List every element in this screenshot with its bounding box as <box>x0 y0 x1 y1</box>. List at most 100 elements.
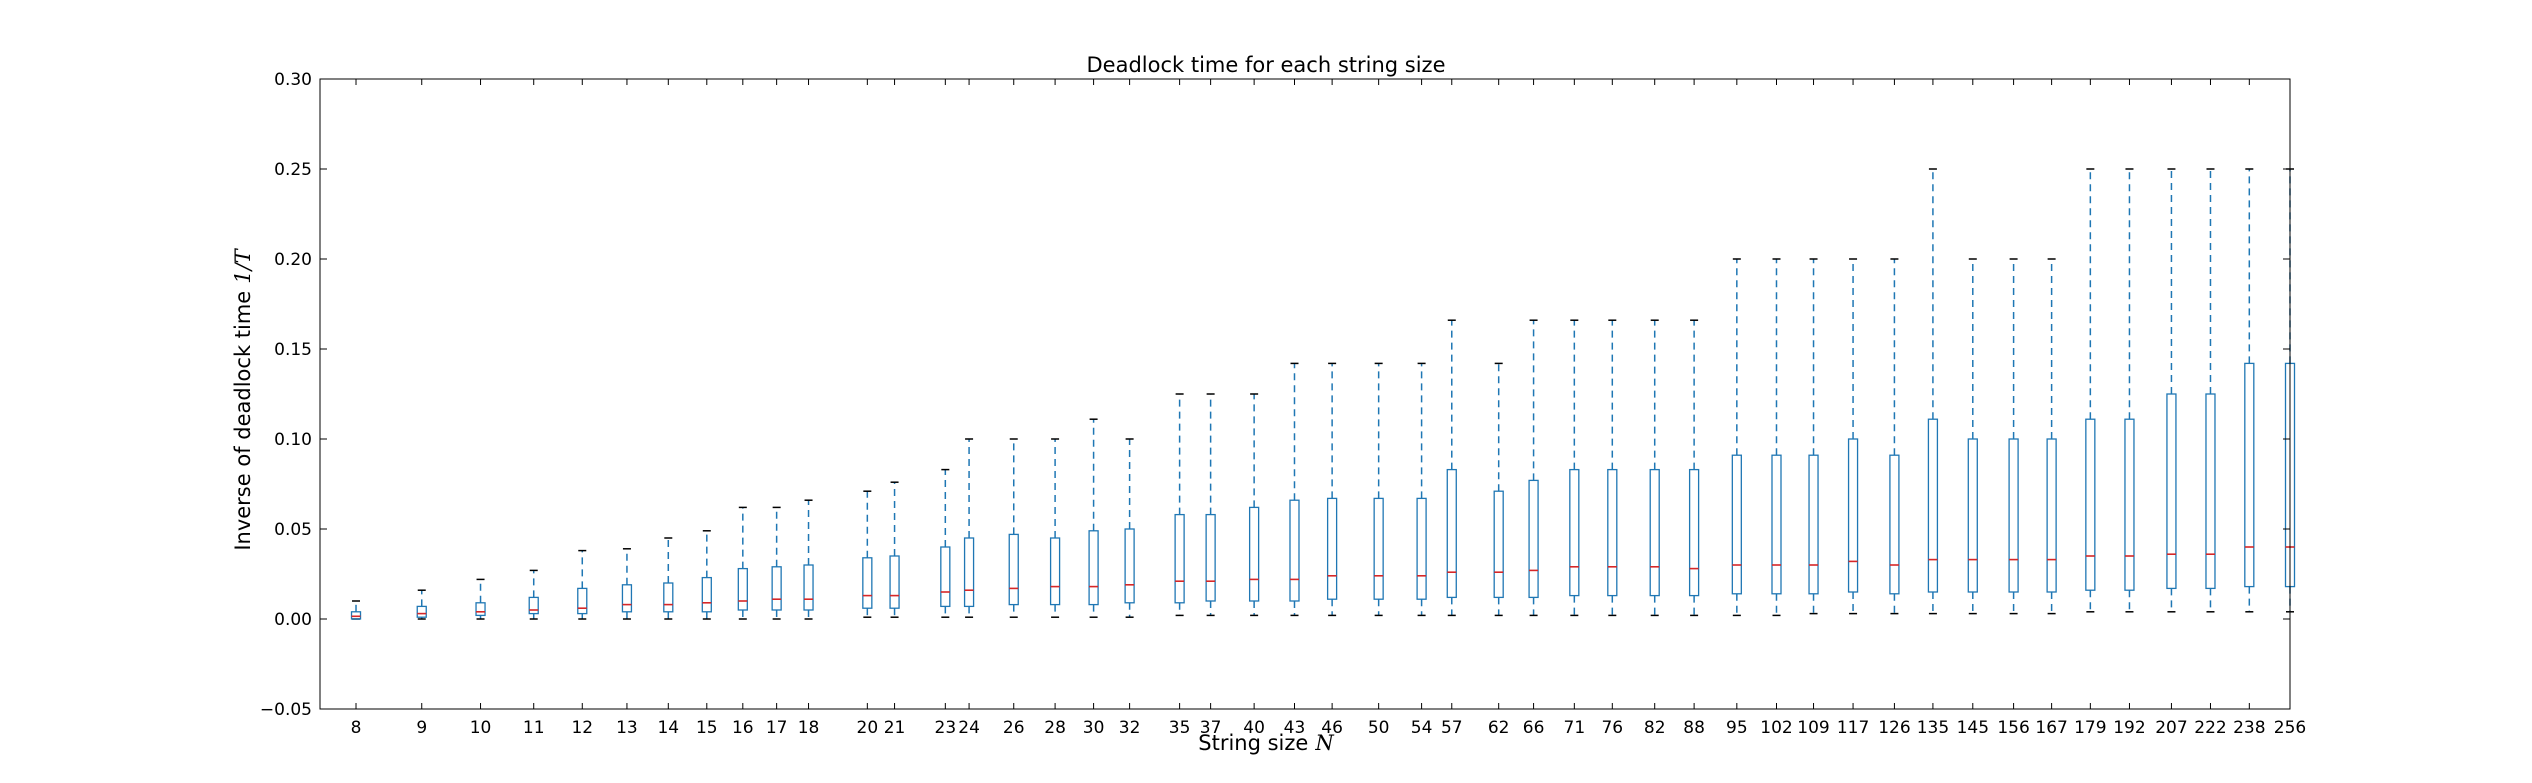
box-group <box>475 578 486 620</box>
y-tick-label: 0.20 <box>274 250 312 270</box>
x-tick-label: 10 <box>470 718 492 738</box>
box-group <box>803 499 814 620</box>
box-iqr <box>350 611 362 620</box>
x-tick-label: 20 <box>857 718 879 738</box>
x-tick-label: 88 <box>1683 718 1705 738</box>
x-tick-label: 145 <box>1957 718 1989 738</box>
x-tick-label: 102 <box>1760 718 1792 738</box>
box-iqr <box>621 584 633 613</box>
x-tick-label: 23 <box>935 718 957 738</box>
box-group <box>1124 438 1135 618</box>
box-iqr <box>1493 490 1504 599</box>
box-group <box>1373 362 1384 617</box>
x-tick-label: 156 <box>1997 718 2029 738</box>
box-group <box>1569 319 1580 617</box>
box-group <box>889 481 900 618</box>
plot-frame <box>319 78 2291 710</box>
x-tick-label: 32 <box>1119 718 1141 738</box>
box-group <box>1649 319 1660 617</box>
box-group <box>1289 362 1300 617</box>
box-iqr <box>2205 393 2216 590</box>
x-tick-label: 238 <box>2233 718 2265 738</box>
box-group <box>1446 319 1457 617</box>
y-tick-label: −0.05 <box>260 700 312 720</box>
x-tick-label: 71 <box>1564 718 1586 738</box>
x-tick-label: 28 <box>1044 718 1066 738</box>
box-group <box>2008 258 2019 615</box>
box-iqr <box>1124 528 1135 604</box>
box-iqr <box>737 567 748 611</box>
y-tick-label: 0.30 <box>274 70 312 90</box>
box-iqr <box>1049 537 1061 606</box>
box-iqr <box>701 576 712 613</box>
box-iqr <box>963 537 975 608</box>
box-iqr <box>1248 506 1260 602</box>
box-iqr <box>1847 438 1859 593</box>
x-tick-label: 43 <box>1284 718 1306 738</box>
x-tick-label: 76 <box>1601 718 1623 738</box>
box-iqr <box>1008 533 1019 606</box>
x-tick-label: 57 <box>1441 718 1463 738</box>
x-tick-label: 17 <box>766 718 788 738</box>
plot-area <box>319 78 2296 710</box>
box-iqr <box>1373 497 1384 600</box>
box-iqr <box>862 557 873 609</box>
chart-title: Deadlock time for each string size <box>1086 53 1445 77</box>
box-iqr <box>2244 362 2255 588</box>
x-tick-label: 46 <box>1321 718 1343 738</box>
box-group <box>2244 168 2255 613</box>
box-iqr <box>1528 479 1539 599</box>
x-tick-label: 50 <box>1368 718 1390 738</box>
box-iqr <box>1205 513 1216 602</box>
x-tick-label: 8 <box>351 718 362 738</box>
x-tick-label: 135 <box>1917 718 1949 738</box>
box-group <box>963 438 975 618</box>
box-iqr <box>475 602 486 617</box>
box-iqr <box>1688 468 1700 597</box>
box-iqr <box>1889 454 1900 595</box>
y-axis-label-variable: 1/T <box>231 247 255 283</box>
box-iqr <box>1927 418 1939 593</box>
x-tick-label: 21 <box>884 718 906 738</box>
x-tick-label: 13 <box>616 718 638 738</box>
box-iqr <box>1088 530 1099 606</box>
box-group <box>1008 438 1019 618</box>
y-tick-label: 0.25 <box>274 160 312 180</box>
x-tick-label: 24 <box>958 718 980 738</box>
box-group <box>528 569 539 620</box>
box-iqr <box>1607 468 1618 597</box>
x-tick-label: 62 <box>1488 718 1510 738</box>
box-group <box>1528 319 1539 617</box>
box-group <box>2124 168 2135 613</box>
box-iqr <box>771 566 782 611</box>
box-group <box>1927 168 1939 615</box>
x-tick-label: 207 <box>2155 718 2187 738</box>
box-iqr <box>1289 499 1300 602</box>
box-iqr <box>1967 438 1978 593</box>
x-tick-label: 179 <box>2074 718 2106 738</box>
box-iqr <box>577 587 588 615</box>
x-tick-label: 54 <box>1411 718 1433 738</box>
box-iqr <box>1731 454 1742 595</box>
x-axis-label-text: String size <box>1198 731 1308 755</box>
x-axis-label-variable: N <box>1314 731 1334 755</box>
box-group <box>1416 362 1427 617</box>
box-iqr <box>940 546 951 608</box>
box-iqr <box>2085 418 2096 591</box>
x-tick-label: 9 <box>416 718 427 738</box>
y-tick-label: 0.10 <box>274 430 312 450</box>
x-tick-label: 11 <box>523 718 545 738</box>
box-iqr <box>2166 393 2177 590</box>
box-group <box>862 490 873 618</box>
box-group <box>621 548 633 620</box>
box-group <box>2205 168 2216 613</box>
box-iqr <box>1174 513 1185 604</box>
box-group <box>663 537 674 620</box>
x-tick-label: 26 <box>1003 718 1025 738</box>
x-tick-label: 12 <box>571 718 593 738</box>
box-group <box>1205 393 1216 617</box>
x-tick-label: 30 <box>1083 718 1105 738</box>
box-group <box>1326 362 1338 617</box>
x-tick-label: 40 <box>1243 718 1265 738</box>
